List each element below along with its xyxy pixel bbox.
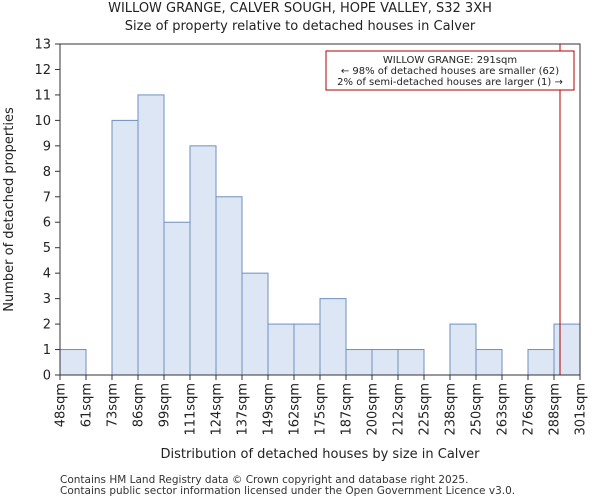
histogram-bar [189,145,217,376]
annotation-border [325,50,575,91]
chart-title: WILLOW GRANGE, CALVER SOUGH, HOPE VALLEY… [108,1,492,16]
x-tick-label: 250sqm [470,383,485,436]
histogram-bar [449,323,477,376]
x-tick-label: 73sqm [106,383,121,427]
x-tick-label: 187sqm [340,383,355,436]
x-ticks-group: 48sqm 61sqm 73sqm 86sqm 99sqm 111sqm 124sqm 137… [54,375,589,436]
y-tick-label: 10 [34,114,51,129]
x-tick-label: 175sqm [314,383,329,436]
histogram-bar [371,349,399,376]
y-tick-label: 0 [43,369,51,384]
x-tick-label: 276sqm [522,383,537,436]
histogram-bar [527,349,555,376]
x-tick-label: 212sqm [392,383,407,436]
x-axis-label: Distribution of detached houses by size … [161,447,481,462]
x-tick-label: 263sqm [496,383,511,436]
x-tick-label: 124sqm [210,383,225,436]
x-tick-label: 301sqm [574,383,589,436]
x-tick-label: 288sqm [548,383,563,436]
x-tick-label: 200sqm [366,383,381,436]
annotation-line-3: 2% of semi-detached houses are larger (1… [337,77,563,88]
y-tick-label: 1 [43,343,51,358]
x-tick-label: 48sqm [54,383,69,427]
y-tick-label: 13 [34,38,51,53]
y-tick-label: 2 [43,318,51,333]
footer-licence: Contains public sector information licen… [60,485,516,497]
y-tick-label: 8 [43,165,51,180]
x-tick-label: 99sqm [158,383,173,427]
chart-subtitle: Size of property relative to detached ho… [124,19,476,34]
x-tick-label: 86sqm [132,383,147,427]
x-tick-label: 137sqm [236,383,251,436]
histogram-bar [553,323,581,376]
y-tick-label: 4 [43,267,51,282]
y-tick-label: 9 [43,139,51,154]
histogram-bar [111,119,139,376]
histogram-bar [241,272,269,376]
histogram-bar [319,298,347,376]
bars-group [59,94,581,376]
x-tick-label: 162sqm [288,383,303,436]
histogram-bar [267,323,295,376]
y-tick-label: 12 [34,63,51,78]
histogram-bar [293,323,321,376]
y-tick-label: 6 [43,216,51,231]
y-tick-label: 7 [43,190,51,205]
histogram-bar [475,349,503,376]
x-tick-label: 238sqm [444,383,459,436]
y-tick-label: 11 [34,88,51,103]
y-tick-label: 5 [43,241,51,256]
histogram-bar [163,221,191,376]
x-tick-label: 111sqm [184,383,199,436]
x-tick-label: 225sqm [418,383,433,436]
x-tick-label: 149sqm [262,383,277,436]
histogram-bar [137,94,165,376]
x-tick-label: 61sqm [80,383,95,427]
histogram-bar [215,196,243,376]
annotation-line-2: ← 98% of detached houses are smaller (62… [341,66,559,77]
histogram-bar [59,349,87,376]
y-tick-label: 3 [43,292,51,307]
footer-copyright: Contains HM Land Registry data © Crown c… [60,474,469,486]
histogram-bar [345,349,373,376]
annotation-box: WILLOW GRANGE: 291sqm ← 98% of detached … [325,50,575,91]
y-axis-label: Number of detached properties [2,107,17,312]
histogram-bar [397,349,425,376]
annotation-line-1: WILLOW GRANGE: 291sqm [383,55,517,66]
